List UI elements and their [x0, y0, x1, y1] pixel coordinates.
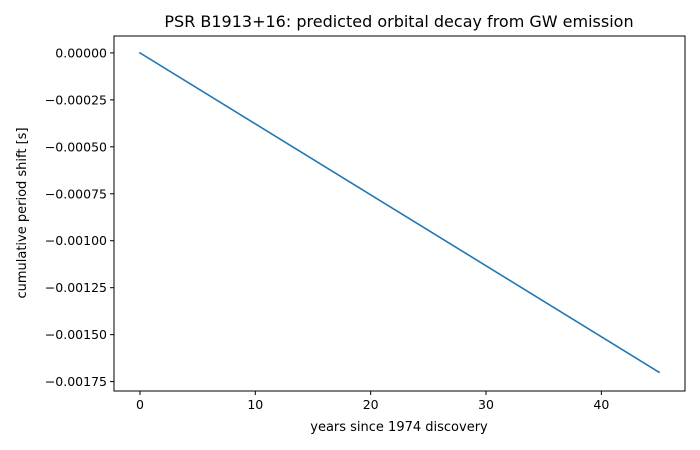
y-axis: 0.00000 −0.00025 −0.00050 −0.00075 −0.00100 −… [45, 45, 114, 389]
x-tick-label: 20 [363, 397, 379, 412]
chart-title: PSR B1913+16: predicted orbital decay fr… [164, 12, 633, 31]
y-tick-label: −0.00150 [45, 327, 107, 342]
x-tick-label: 40 [593, 397, 609, 412]
plot-area [113, 35, 686, 392]
y-tick-label: 0.00000 [55, 45, 107, 60]
y-tick-label: −0.00075 [45, 186, 107, 201]
y-tick-label: −0.00050 [45, 139, 107, 154]
y-axis-label: cumulative period shift [s] [15, 127, 30, 298]
axes-frame [113, 35, 686, 392]
y-tick-label: −0.00125 [45, 280, 107, 295]
series-layer [138, 51, 661, 374]
x-tick-label: 10 [247, 397, 263, 412]
x-tick-label: 30 [478, 397, 494, 412]
y-tick-label: −0.00025 [45, 92, 107, 107]
series-line [138, 51, 661, 374]
x-axis-label: years since 1974 discovery [310, 420, 488, 435]
y-tick-label: −0.00175 [45, 374, 107, 389]
y-tick-label: −0.00100 [45, 233, 107, 248]
x-tick-label: 0 [136, 397, 144, 412]
x-axis: 0 10 20 30 40 [136, 391, 609, 412]
